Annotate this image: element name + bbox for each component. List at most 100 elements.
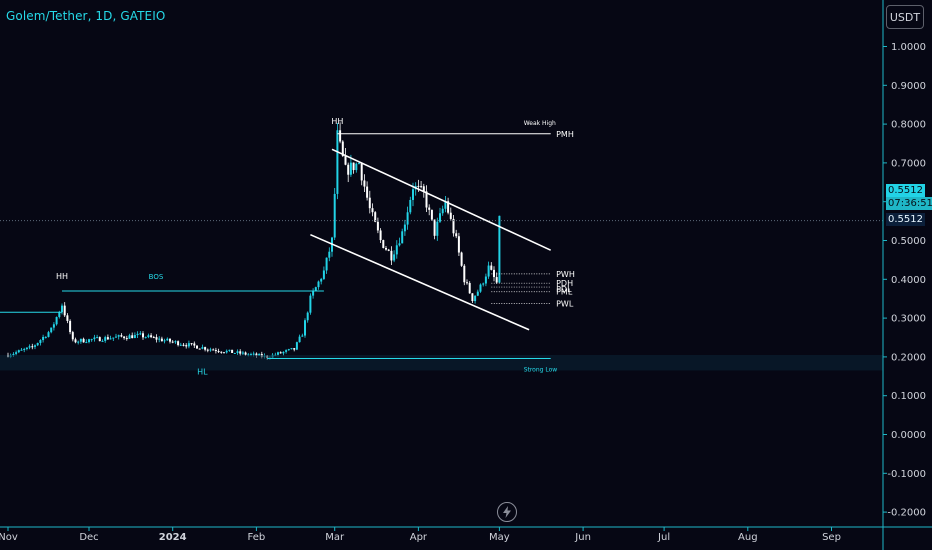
candle-body — [295, 342, 298, 350]
candle-body — [430, 209, 433, 220]
candle-body — [212, 349, 215, 351]
candle-body — [225, 350, 228, 353]
pwl-label: PWL — [556, 299, 574, 308]
candle-body — [441, 208, 444, 214]
y-tick-label: 1.0000 — [891, 42, 926, 53]
x-tick-label: Dec — [79, 532, 98, 543]
candle-body — [252, 353, 255, 355]
candle-body — [490, 265, 493, 270]
candle-body — [98, 337, 101, 342]
x-tick-label: Jul — [657, 532, 670, 543]
candle-body — [209, 349, 212, 351]
candle-body — [287, 349, 290, 351]
channel-lower-line — [310, 233, 530, 331]
candle-body — [279, 352, 282, 354]
candle-body — [349, 162, 352, 175]
candle-body — [306, 312, 309, 321]
candle-body — [223, 352, 225, 354]
candle-body — [290, 348, 293, 350]
candle-body — [63, 305, 66, 316]
candle-body — [25, 347, 28, 350]
candle-body — [36, 342, 39, 346]
y-tick-label: 0.0000 — [891, 430, 926, 441]
candle-body — [128, 335, 131, 339]
candle-body — [417, 185, 420, 187]
candle-body — [220, 351, 223, 353]
candle-body — [104, 337, 107, 341]
candle-body — [298, 336, 301, 343]
candle-body — [160, 338, 163, 342]
candle-body — [58, 312, 61, 318]
pdh-label: PDH — [556, 279, 573, 288]
currency-button[interactable]: USDT — [886, 5, 924, 29]
candle-body — [495, 277, 498, 283]
x-tick-label: Apr — [410, 532, 428, 543]
candle-body — [233, 352, 236, 354]
y-tick-label: 0.5000 — [891, 236, 926, 247]
candle-body — [482, 283, 485, 285]
candle-body — [366, 186, 369, 198]
candle-body — [20, 349, 23, 351]
candle-body — [333, 193, 336, 238]
candle-body — [69, 320, 72, 333]
candle-body — [169, 338, 171, 342]
candle-body — [412, 189, 414, 200]
candle-body — [363, 180, 366, 187]
candle-body — [144, 337, 147, 339]
candle-body — [228, 349, 231, 351]
candle-body — [328, 251, 331, 258]
candle-body — [152, 337, 155, 339]
y-tick-label: 0.9000 — [891, 81, 926, 92]
x-axis: Nov Dec 2024 Feb Mar Apr May Jun Jul Aug Sep — [0, 526, 932, 543]
candle-body — [214, 349, 217, 352]
candle-body — [174, 341, 177, 343]
hl-label: HL — [197, 367, 208, 376]
candle-body — [471, 293, 474, 302]
candle-body — [82, 338, 85, 343]
candle-body — [320, 278, 323, 282]
candle-body — [231, 349, 234, 354]
candle-body — [150, 335, 153, 338]
candle-body — [487, 265, 490, 277]
candle-body — [476, 291, 479, 296]
candle-body — [498, 215, 501, 283]
candle-body — [204, 347, 207, 350]
candle-body — [193, 343, 196, 346]
candle-body — [96, 337, 99, 339]
candle-body — [28, 346, 31, 348]
candle-body — [376, 221, 379, 231]
candle-body — [484, 276, 487, 284]
candle-body — [158, 338, 161, 340]
candle-body — [190, 343, 193, 345]
candle-body — [282, 351, 285, 354]
candle-body — [239, 351, 242, 354]
candle-body — [179, 344, 182, 346]
candle-body — [217, 351, 220, 353]
bolt-button[interactable] — [497, 502, 517, 522]
candle-body — [171, 341, 174, 343]
countdown-tag: 07:36:51 — [886, 197, 932, 210]
candle-body — [466, 282, 468, 284]
candle-body — [241, 352, 244, 354]
y-tick-label: 0.1000 — [891, 391, 926, 402]
pwh-label: PWH — [556, 270, 575, 279]
candle-body — [93, 337, 96, 340]
candle-body — [15, 352, 18, 354]
y-tick-label: 0.2000 — [891, 352, 926, 363]
x-tick-label: 2024 — [159, 532, 187, 543]
channel-upper-line — [331, 148, 552, 251]
candle-body — [403, 224, 406, 232]
candle-body — [339, 130, 342, 142]
candle-body — [309, 295, 312, 313]
candle-body — [463, 265, 466, 283]
candle-body — [314, 287, 317, 292]
candle-body — [101, 340, 104, 342]
candle-body — [163, 340, 166, 342]
candle-body — [166, 338, 169, 341]
candle-body — [474, 295, 477, 302]
candle-body — [393, 254, 396, 261]
candle-body — [142, 333, 144, 338]
candle-body — [198, 348, 201, 350]
candle-body — [493, 269, 495, 278]
